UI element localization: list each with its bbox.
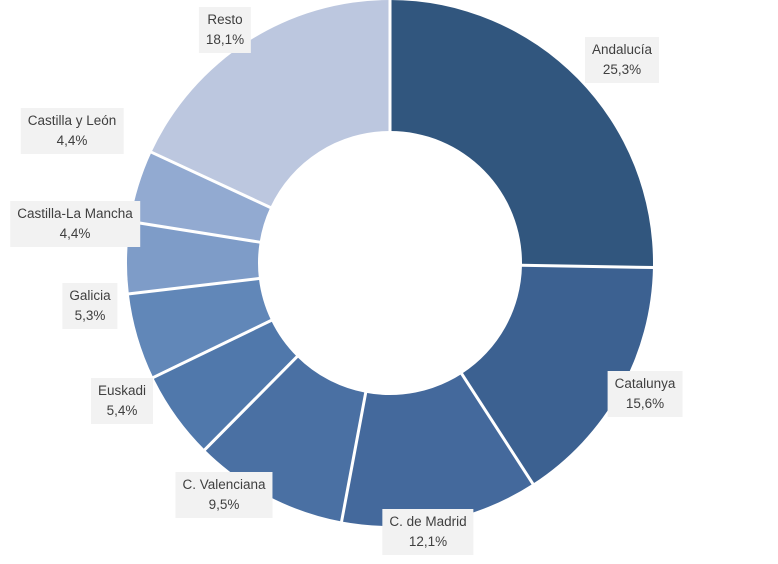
donut-slice-euskadi — [153, 320, 298, 450]
slice-separator — [127, 276, 261, 296]
slice-separator — [520, 263, 654, 270]
slice-separator — [202, 354, 299, 452]
slice-separator — [149, 150, 272, 210]
donut-slice-castilla-la-mancha — [127, 221, 260, 294]
slice-separator — [151, 318, 273, 380]
donut-slice-andalucia — [390, 0, 653, 268]
donut-slice-catalunya — [461, 265, 653, 484]
slice-separator — [129, 219, 261, 244]
donut-slice-resto — [151, 0, 390, 208]
slice-separator — [339, 391, 368, 523]
slice-separator — [459, 372, 535, 486]
donut-slice-castilla-y-leon — [130, 152, 271, 243]
donut-slice-galicia — [128, 278, 272, 378]
